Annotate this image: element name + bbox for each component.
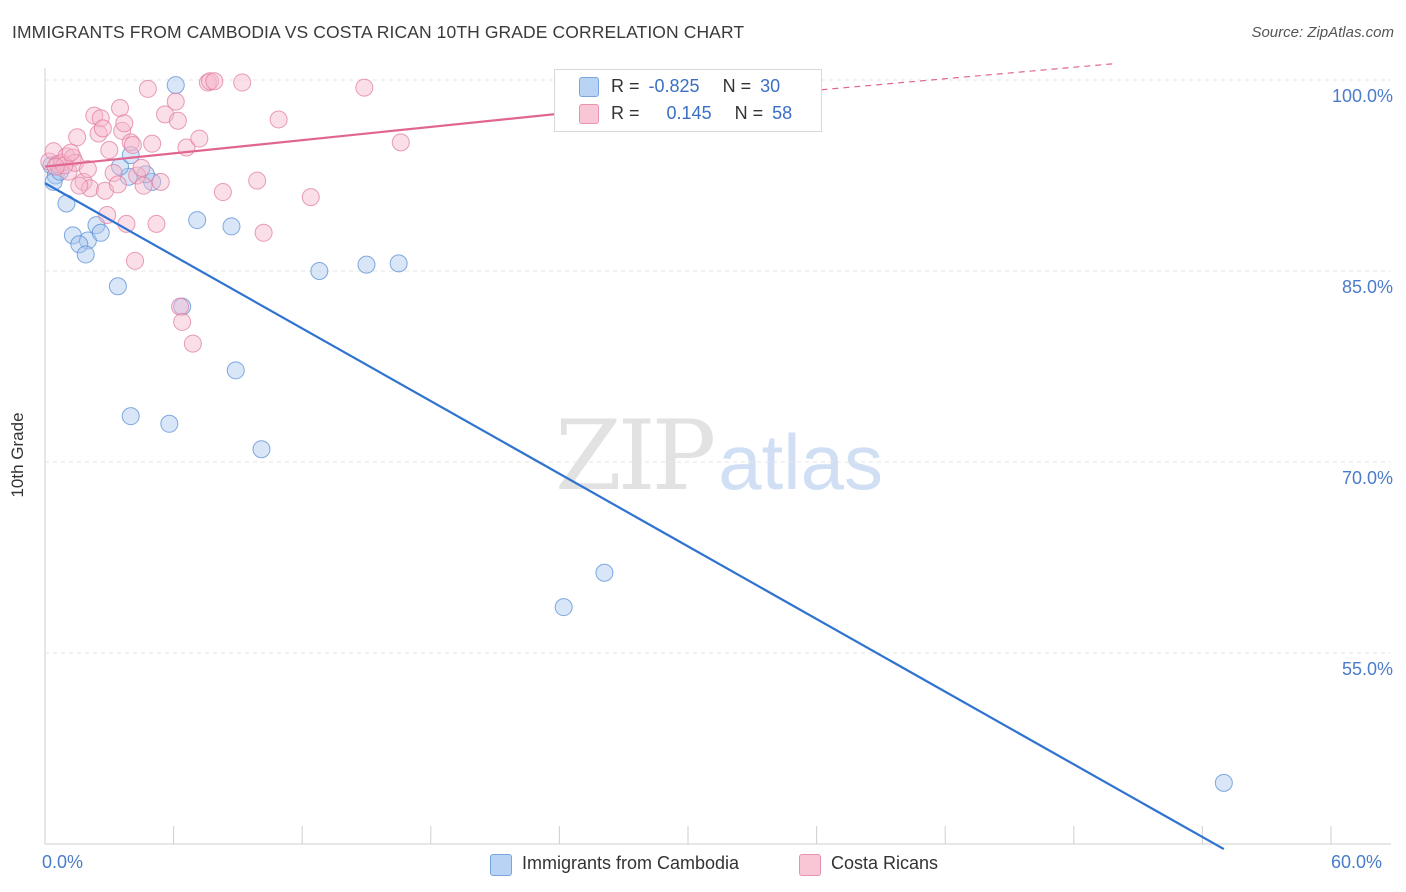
point-s1-23: [123, 135, 142, 154]
point-s1-42: [254, 223, 273, 242]
point-s1-57: [98, 205, 117, 224]
point-s1-27: [138, 79, 157, 98]
n-label: N =: [734, 103, 764, 123]
point-s1-30: [151, 172, 170, 191]
legend-label-cambodia: Immigrants from Cambodia: [522, 853, 740, 873]
point-s1-16: [100, 141, 119, 160]
y-tick-label-1: 85.0%: [1342, 277, 1393, 297]
stats-legend: R = -0.825 N = 30 R = 0.145 N = 58: [554, 69, 822, 132]
point-s0-23: [226, 361, 245, 380]
r-value: 0.145: [666, 103, 712, 123]
y-tick-label-2: 70.0%: [1342, 468, 1393, 488]
point-s1-8: [68, 128, 87, 147]
point-s1-19: [111, 99, 130, 118]
point-s0-30: [1214, 773, 1233, 792]
point-s0-24: [252, 440, 271, 459]
point-s1-49: [183, 334, 202, 353]
point-s1-11: [81, 179, 100, 198]
point-s1-43: [269, 110, 288, 129]
y-tick-label-0: 100.0%: [1332, 86, 1393, 106]
point-s0-25: [310, 262, 329, 280]
point-s1-35: [190, 129, 209, 148]
point-s1-38: [205, 72, 224, 91]
trend-line-s0: [44, 182, 1225, 851]
point-s1-45: [355, 78, 374, 97]
y-tick-label-3: 55.0%: [1342, 659, 1393, 679]
point-s1-39: [213, 183, 232, 202]
point-s1-33: [168, 111, 187, 130]
point-s1-32: [166, 92, 185, 111]
point-s0-27: [389, 254, 408, 273]
point-s1-18: [108, 175, 127, 194]
point-s0-26: [357, 255, 376, 274]
point-s1-22: [121, 133, 140, 152]
point-s1-28: [143, 134, 162, 153]
point-s1-17: [104, 163, 123, 182]
legend-swatch-cambodia: [490, 854, 512, 876]
point-s1-25: [132, 158, 151, 177]
point-s1-37: [201, 72, 220, 91]
series-legend: Immigrants from Cambodia Costa Ricans: [0, 852, 1406, 878]
legend-label-costa-ricans: Costa Ricans: [831, 853, 939, 873]
r-value: -0.825: [648, 76, 700, 96]
point-s1-48: [173, 312, 192, 331]
trend-line-dashed-s1: [602, 62, 1117, 110]
point-s1-41: [248, 171, 267, 190]
legend-swatch-costa-ricans: [799, 854, 821, 876]
point-s0-28: [554, 598, 573, 617]
n-value: 58: [772, 103, 793, 123]
x-tick-max: 60.0%: [1331, 852, 1383, 872]
point-s0-9: [91, 223, 110, 242]
stats-swatch-cambodia: [579, 77, 599, 97]
trend-line-s1: [44, 108, 603, 168]
point-s0-18: [188, 211, 207, 230]
point-s1-10: [78, 160, 97, 179]
point-s1-54: [115, 114, 134, 133]
point-s0-21: [121, 407, 140, 426]
point-s0-11: [108, 277, 127, 296]
point-s0-10: [76, 245, 95, 264]
stats-swatch-costa-ricans: [579, 104, 599, 124]
point-s1-29: [147, 214, 166, 233]
n-value: 30: [760, 76, 781, 96]
point-s0-22: [160, 414, 179, 433]
point-s1-44: [301, 188, 320, 207]
r-label: R =: [611, 103, 640, 123]
point-s1-26: [134, 176, 153, 195]
x-tick-min: 0.0%: [42, 852, 84, 872]
point-s1-53: [93, 119, 112, 138]
point-s0-7: [70, 235, 89, 254]
point-s0-19: [222, 217, 241, 236]
point-s1-40: [233, 73, 252, 92]
point-s0-17: [166, 76, 185, 95]
source-label: Source: ZipAtlas.com: [1251, 24, 1394, 41]
r-label: R =: [611, 76, 640, 96]
point-s1-55: [70, 176, 89, 195]
point-s1-50: [126, 251, 145, 270]
point-s1-52: [61, 143, 80, 162]
point-s1-47: [171, 297, 190, 316]
n-label: N =: [722, 76, 752, 96]
point-s1-46: [391, 133, 410, 152]
point-s0-29: [595, 563, 614, 582]
chart-title: IMMIGRANTS FROM CAMBODIA VS COSTA RICAN …: [12, 22, 745, 42]
